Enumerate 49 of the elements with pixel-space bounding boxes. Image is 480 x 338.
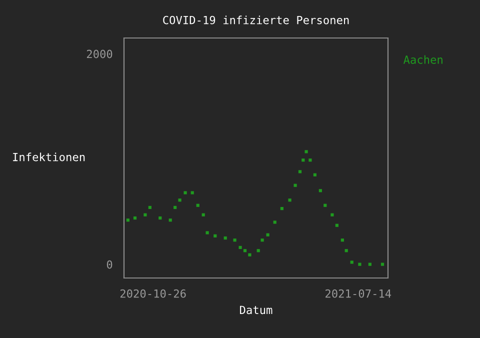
point xyxy=(313,173,316,176)
y-axis-title: Infektionen xyxy=(13,152,85,162)
point xyxy=(304,150,308,154)
point xyxy=(196,204,200,207)
point xyxy=(256,249,260,252)
chart-title: COVID-19 infizierte Personen xyxy=(163,16,349,24)
y-tick-label: 2000 xyxy=(86,50,112,58)
point xyxy=(350,260,354,264)
x-tick-label: 2021-07-14 xyxy=(326,289,392,298)
point xyxy=(158,216,162,220)
x-tick-label: 2020-10-26 xyxy=(120,289,186,298)
point xyxy=(174,206,177,210)
point xyxy=(190,191,194,194)
y-tick-label: 0 xyxy=(106,260,112,269)
point xyxy=(358,262,362,266)
point xyxy=(178,198,182,202)
point xyxy=(330,213,334,216)
point xyxy=(368,262,372,266)
point xyxy=(302,158,305,162)
point xyxy=(126,218,130,222)
point xyxy=(298,170,302,174)
point xyxy=(168,218,172,222)
point xyxy=(266,233,270,236)
point xyxy=(224,236,227,240)
point xyxy=(344,249,348,252)
point xyxy=(148,206,152,210)
point xyxy=(324,204,327,207)
point xyxy=(238,246,242,250)
point xyxy=(288,198,292,202)
point xyxy=(318,189,322,192)
point xyxy=(214,234,217,238)
point xyxy=(380,262,384,266)
point xyxy=(144,213,147,216)
point xyxy=(243,249,247,252)
point xyxy=(308,158,312,162)
point xyxy=(273,220,276,224)
point xyxy=(335,224,338,227)
point xyxy=(202,213,205,216)
point xyxy=(280,206,284,210)
point xyxy=(233,238,236,242)
point xyxy=(133,216,137,220)
point xyxy=(294,184,297,187)
point xyxy=(260,238,264,242)
point xyxy=(340,238,344,242)
x-axis-title: Datum xyxy=(240,306,272,314)
point xyxy=(206,231,209,234)
point xyxy=(248,253,252,256)
text: Aachen xyxy=(403,55,442,64)
point xyxy=(184,191,187,194)
